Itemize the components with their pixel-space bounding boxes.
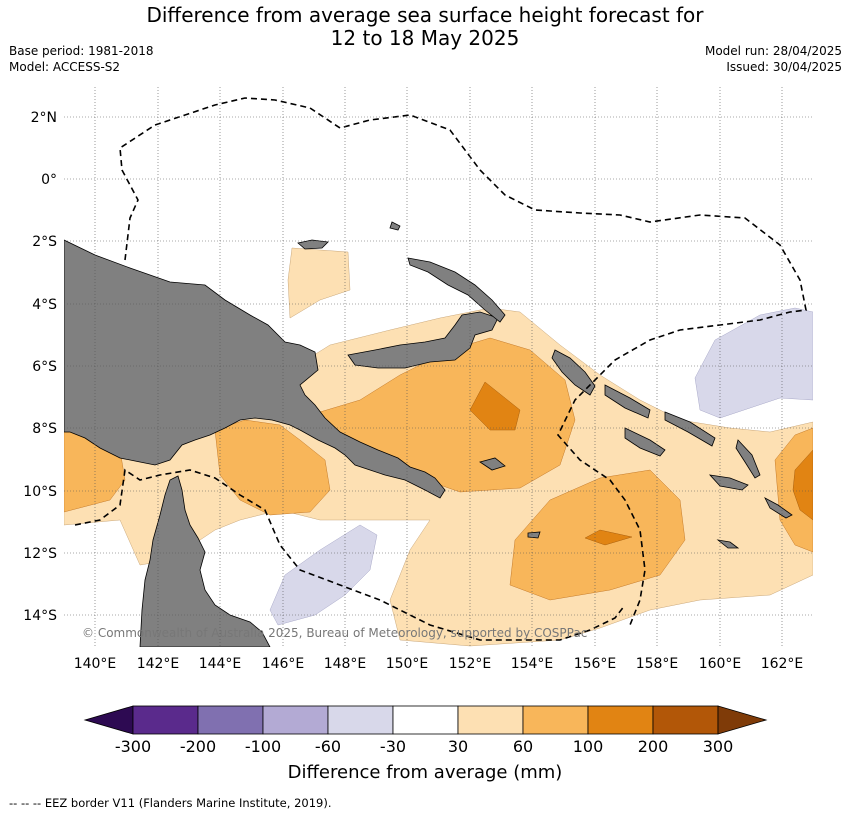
eez-border-png [119,97,807,626]
colorbar-tick: 300 [703,737,734,756]
anomaly-region-dark-orange-1 [469,381,521,431]
copyright-text: © Commonwealth of Australia 2025, Bureau… [82,626,587,640]
colorbar-tick: 100 [573,737,604,756]
lon-label: 162°E [761,656,804,672]
colorbar-label: Difference from average (mm) [288,762,563,783]
lon-label: 144°E [199,656,242,672]
colorbar-segment-2 [262,705,329,735]
colorbar-tick: -100 [245,737,281,756]
base-period: Base period: 1981-2018 [9,44,154,58]
lat-label: 8°S [32,421,57,437]
colorbar-segment-8 [652,705,719,735]
lat-label: 12°S [23,546,57,562]
land-d-entrecasteaux [479,457,506,471]
land-island-south-2 [716,539,740,549]
colorbar-segment-4 [392,705,459,735]
colorbar-segment-0 [132,705,199,735]
land-solomon-islands-2 [664,411,716,447]
colorbar-extend-high [717,705,768,735]
colorbar-tick: -60 [315,737,341,756]
colorbar-tick: 60 [513,737,533,756]
lon-label: 154°E [511,656,554,672]
land-admiralty-islands [297,239,329,250]
issued-date: Issued: 30/04/2025 [726,60,842,74]
lon-label: 160°E [699,656,742,672]
anomaly-region-lavender-east [694,307,813,419]
map-plot-area: © Commonwealth of Australia 2025, Bureau… [64,87,813,647]
land-island-southeast [764,497,793,519]
colorbar-tick: -300 [115,737,151,756]
colorbar-segment-6 [522,705,589,735]
lat-label: 6°S [32,359,57,375]
lat-label: 10°S [23,484,57,500]
model-run: Model run: 28/04/2025 [704,44,842,58]
land-solomon-islands-3 [624,427,666,457]
eez-border-south [74,468,626,641]
colorbar-segment-1 [197,705,264,735]
colorbar: -300 -200 -100 -60 -30 30 60 100 200 300… [83,705,768,783]
colorbar-tick: 200 [638,737,669,756]
lat-label: 0° [41,172,57,188]
lat-label: 2°N [31,110,57,126]
land-island-north [389,221,401,231]
lon-label: 158°E [636,656,679,672]
lat-label: 14°S [23,608,57,624]
lon-label: 148°E [324,656,367,672]
land-cape-york [139,475,271,647]
graticule [64,87,813,647]
lon-label: 150°E [386,656,429,672]
anomaly-region-dark-orange-3 [792,449,813,521]
land-new-britain [347,311,499,369]
lon-label: 146°E [262,656,305,672]
colorbar-tick: -200 [180,737,216,756]
meta-right: Model run: 28/04/2025 Issued: 30/04/2025 [705,43,842,75]
eez-footnote: -- -- -- EEZ border V11 (Flanders Marine… [9,796,332,810]
land-new-ireland [407,257,506,323]
anomaly-region-dark-orange-2 [584,529,633,546]
anomaly-region-lavender-south [269,524,378,626]
land-bougainville [551,349,596,396]
map-title: Difference from average sea surface heig… [0,4,850,50]
title-line-2: 12 to 18 May 2025 [330,26,520,50]
land-solomon-islands-4 [708,474,749,491]
land-new-guinea [64,239,446,499]
anomaly-region-north-patch [287,247,351,319]
land-solomon-islands-1 [604,384,651,419]
meta-left: Base period: 1981-2018 Model: ACCESS-S2 [9,43,154,75]
lon-label: 152°E [449,656,492,672]
lon-label: 140°E [74,656,117,672]
lat-label: 2°S [32,234,57,250]
lon-label: 156°E [574,656,617,672]
colorbar-segment-3 [327,705,394,735]
colorbar-tick: -30 [380,737,406,756]
colorbar-segment-5 [457,705,524,735]
title-line-1: Difference from average sea surface heig… [146,3,704,27]
colorbar-extend-low [83,705,134,735]
latitude-labels: 2°N 0° 2°S 4°S 6°S 8°S 10°S 12°S 14°S [23,110,57,624]
model-name: Model: ACCESS-S2 [9,60,121,74]
lat-label: 4°S [32,297,57,313]
lon-label: 142°E [137,656,180,672]
land-solomon-islands-5 [735,439,761,479]
colorbar-tick: 30 [448,737,468,756]
longitude-labels: 140°E 142°E 144°E 146°E 148°E 150°E 152°… [74,656,804,672]
land-island-south-1 [527,531,541,539]
colorbar-segment-7 [587,705,654,735]
